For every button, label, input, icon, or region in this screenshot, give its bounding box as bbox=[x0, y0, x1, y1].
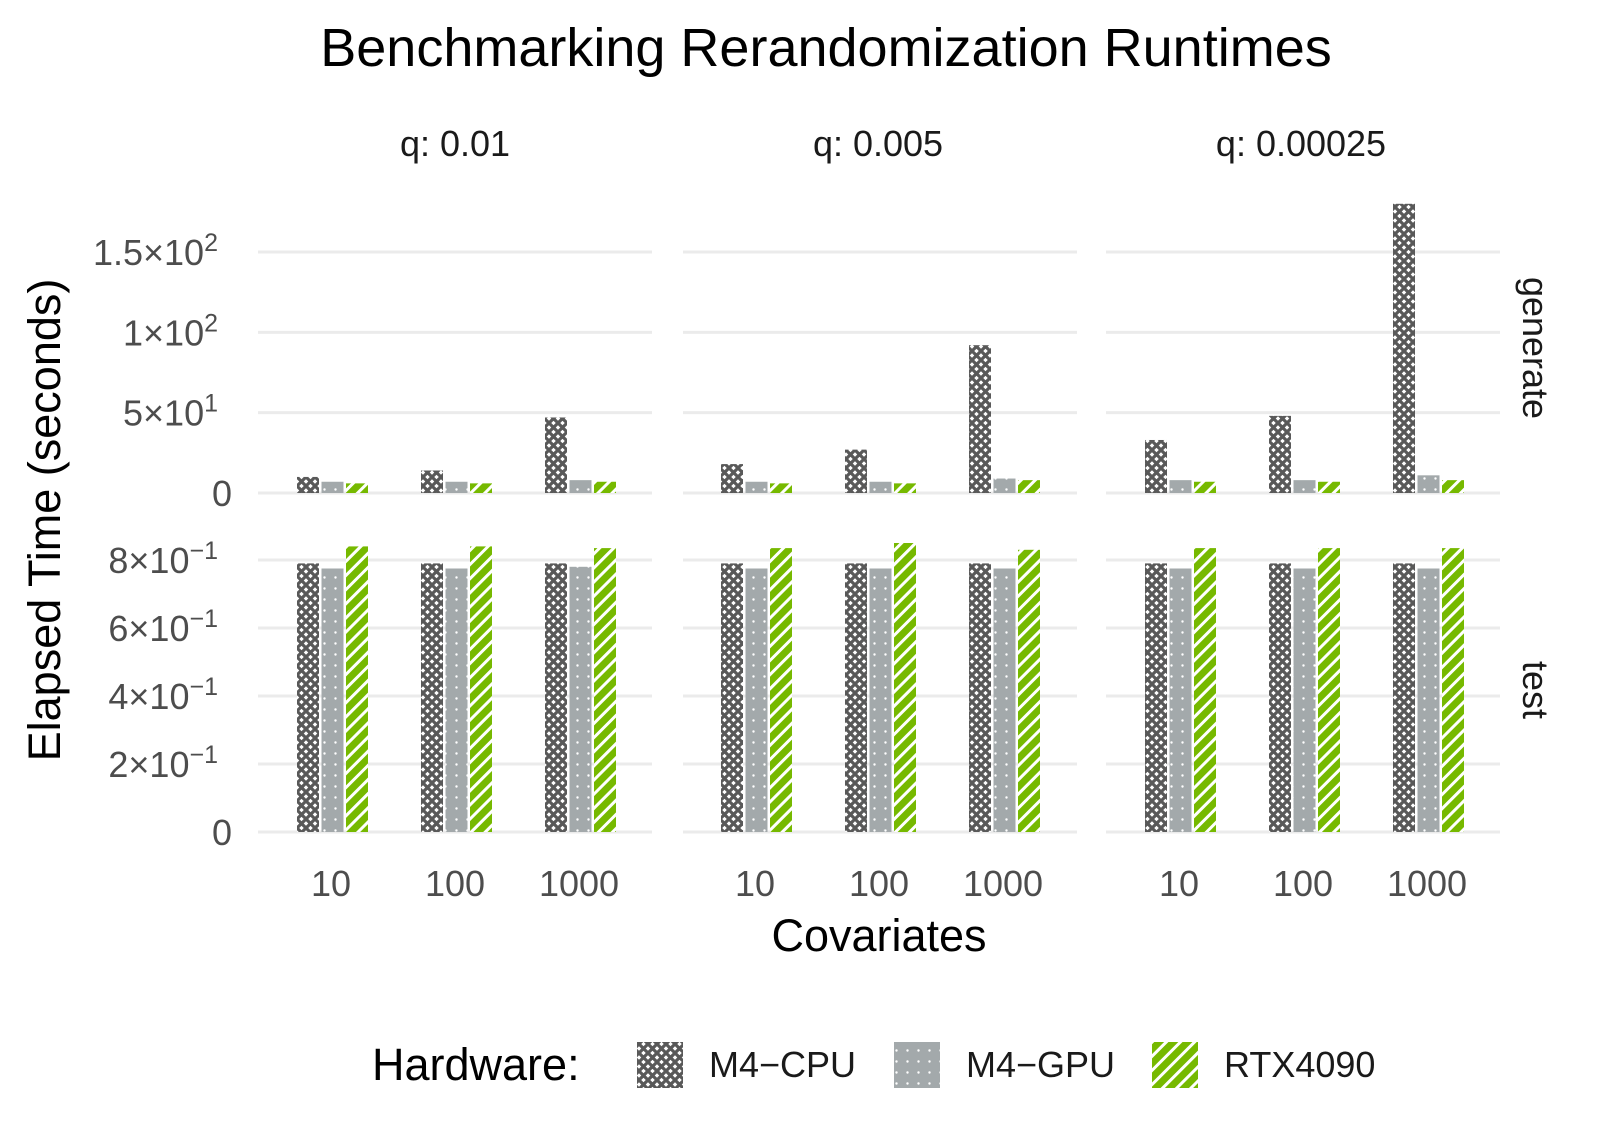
bar-test-q0.01-cov10-m4-gpu bbox=[321, 568, 344, 832]
y-tick-label-test-3: 6×10−1 bbox=[108, 605, 218, 649]
bar-test-q0.005-cov100-m4-gpu bbox=[869, 568, 892, 832]
strip-col-3: q: 0.00025 bbox=[1216, 123, 1386, 164]
bar-generate-q0.01-cov100-m4-cpu bbox=[421, 470, 443, 493]
bar-generate-q0.005-cov10-rtx4090 bbox=[770, 483, 792, 493]
legend-swatch-rtx4090 bbox=[1152, 1042, 1198, 1088]
plot-area: 0 5×101 1×102 1.5×102 0 2×10−1 4×10−1 6×10−1 8×1… bbox=[93, 203, 1500, 904]
y-tick-label-test-2: 4×10−1 bbox=[108, 673, 218, 717]
bar-test-q0.005-cov100-m4-cpu bbox=[845, 563, 867, 832]
bar-test-q0.00025-cov10-m4-cpu bbox=[1145, 563, 1167, 832]
bar-test-q0.00025-cov100-m4-gpu bbox=[1293, 568, 1316, 832]
y-tick-label-test-1: 2×10−1 bbox=[108, 741, 218, 785]
bar-generate-q0.00025-cov100-m4-gpu bbox=[1293, 480, 1316, 493]
x-tick-label-panel-2-100: 100 bbox=[849, 863, 909, 904]
bar-test-q0.00025-cov1000-m4-cpu bbox=[1393, 563, 1415, 832]
bar-generate-q0.005-cov10-m4-cpu bbox=[721, 464, 743, 493]
bar-test-q0.005-cov1000-rtx4090 bbox=[1018, 549, 1040, 832]
x-tick-label-panel-1-1000: 1000 bbox=[539, 863, 619, 904]
y-tick-label-generate-1: 5×101 bbox=[123, 390, 218, 434]
bar-test-q0.005-cov10-m4-gpu bbox=[745, 568, 768, 832]
y-tick-label-generate-3: 1.5×102 bbox=[93, 229, 218, 273]
bar-generate-q0.00025-cov10-m4-cpu bbox=[1145, 439, 1167, 493]
strip-col-2: q: 0.005 bbox=[813, 123, 943, 164]
legend-title: Hardware: bbox=[372, 1039, 580, 1090]
x-tick-label-panel-3-10: 10 bbox=[1159, 863, 1199, 904]
x-axis-label: Covariates bbox=[771, 910, 986, 961]
bar-generate-q0.00025-cov1000-m4-cpu bbox=[1393, 203, 1415, 494]
strip-row-test: test bbox=[1515, 661, 1556, 719]
bar-test-q0.005-cov1000-m4-gpu bbox=[993, 568, 1016, 832]
y-axis-label: Elapsed Time (seconds) bbox=[19, 279, 70, 762]
bar-test-q0.01-cov1000-m4-cpu bbox=[545, 563, 567, 832]
legend-swatch-m4-gpu bbox=[894, 1042, 940, 1088]
legend-label-rtx4090: RTX4090 bbox=[1224, 1044, 1375, 1085]
bar-test-q0.01-cov100-m4-gpu bbox=[445, 568, 468, 832]
bar-generate-q0.005-cov1000-m4-cpu bbox=[969, 345, 991, 493]
x-tick-label-panel-2-1000: 1000 bbox=[963, 863, 1043, 904]
facet-strips: q: 0.01 q: 0.005 q: 0.00025 generate tes… bbox=[400, 123, 1556, 719]
legend: Hardware: M4−CPU M4−GPU RTX4090 bbox=[372, 1039, 1375, 1090]
bar-generate-q0.005-cov1000-m4-gpu bbox=[993, 478, 1016, 493]
bar-generate-q0.01-cov10-rtx4090 bbox=[346, 483, 368, 493]
strip-row-generate: generate bbox=[1515, 277, 1556, 419]
bar-test-q0.01-cov10-rtx4090 bbox=[346, 546, 368, 832]
bar-generate-q0.01-cov10-m4-cpu bbox=[297, 476, 319, 493]
x-tick-label-panel-3-1000: 1000 bbox=[1387, 863, 1467, 904]
bar-generate-q0.01-cov100-rtx4090 bbox=[470, 483, 492, 493]
bar-test-q0.01-cov100-rtx4090 bbox=[470, 546, 492, 832]
bar-test-q0.00025-cov10-rtx4090 bbox=[1194, 548, 1216, 832]
bar-generate-q0.00025-cov100-rtx4090 bbox=[1318, 481, 1340, 493]
bar-test-q0.005-cov1000-m4-cpu bbox=[969, 563, 991, 832]
bar-test-q0.005-cov10-rtx4090 bbox=[770, 548, 792, 832]
strip-col-1: q: 0.01 bbox=[400, 123, 510, 164]
bar-generate-q0.00025-cov1000-m4-gpu bbox=[1417, 475, 1440, 493]
bar-generate-q0.01-cov1000-m4-gpu bbox=[569, 480, 592, 493]
y-tick-label-generate-0: 0 bbox=[212, 473, 232, 514]
bar-test-q0.005-cov100-rtx4090 bbox=[894, 543, 916, 832]
bar-generate-q0.01-cov1000-m4-cpu bbox=[545, 417, 567, 493]
x-tick-label-panel-1-10: 10 bbox=[311, 863, 351, 904]
bar-test-q0.00025-cov1000-rtx4090 bbox=[1442, 548, 1464, 832]
bar-test-q0.01-cov10-m4-cpu bbox=[297, 563, 319, 832]
bar-generate-q0.005-cov100-m4-cpu bbox=[845, 449, 867, 493]
chart-title: Benchmarking Rerandomization Runtimes bbox=[320, 18, 1331, 78]
bar-test-q0.00025-cov10-m4-gpu bbox=[1169, 568, 1192, 832]
bar-generate-q0.01-cov100-m4-gpu bbox=[445, 481, 468, 493]
x-tick-label-panel-1-100: 100 bbox=[425, 863, 485, 904]
y-tick-label-test-0: 0 bbox=[212, 812, 232, 853]
legend-label-m4-gpu: M4−GPU bbox=[966, 1044, 1115, 1085]
bar-generate-q0.01-cov10-m4-gpu bbox=[321, 481, 344, 493]
bar-test-q0.005-cov10-m4-cpu bbox=[721, 563, 743, 832]
bar-generate-q0.00025-cov10-m4-gpu bbox=[1169, 480, 1192, 493]
legend-swatch-m4-cpu bbox=[637, 1042, 683, 1088]
bar-test-q0.00025-cov1000-m4-gpu bbox=[1417, 568, 1440, 832]
bar-generate-q0.00025-cov100-m4-cpu bbox=[1269, 415, 1291, 493]
bar-generate-q0.00025-cov1000-rtx4090 bbox=[1442, 480, 1464, 493]
bar-test-q0.01-cov100-m4-cpu bbox=[421, 563, 443, 832]
bar-test-q0.00025-cov100-rtx4090 bbox=[1318, 548, 1340, 832]
legend-label-m4-cpu: M4−CPU bbox=[709, 1044, 856, 1085]
bar-test-q0.01-cov1000-m4-gpu bbox=[569, 566, 592, 832]
x-tick-label-panel-3-100: 100 bbox=[1273, 863, 1333, 904]
bar-generate-q0.005-cov10-m4-gpu bbox=[745, 481, 768, 493]
bar-generate-q0.00025-cov10-rtx4090 bbox=[1194, 481, 1216, 493]
bar-generate-q0.005-cov100-rtx4090 bbox=[894, 483, 916, 493]
bar-generate-q0.01-cov1000-rtx4090 bbox=[594, 481, 616, 493]
y-tick-label-generate-2: 1×102 bbox=[123, 309, 218, 353]
bar-test-q0.00025-cov100-m4-cpu bbox=[1269, 563, 1291, 832]
bar-test-q0.01-cov1000-rtx4090 bbox=[594, 548, 616, 832]
y-tick-label-test-4: 8×10−1 bbox=[108, 537, 218, 581]
bar-generate-q0.005-cov1000-rtx4090 bbox=[1018, 480, 1040, 493]
x-tick-label-panel-2-10: 10 bbox=[735, 863, 775, 904]
bar-generate-q0.005-cov100-m4-gpu bbox=[869, 481, 892, 493]
